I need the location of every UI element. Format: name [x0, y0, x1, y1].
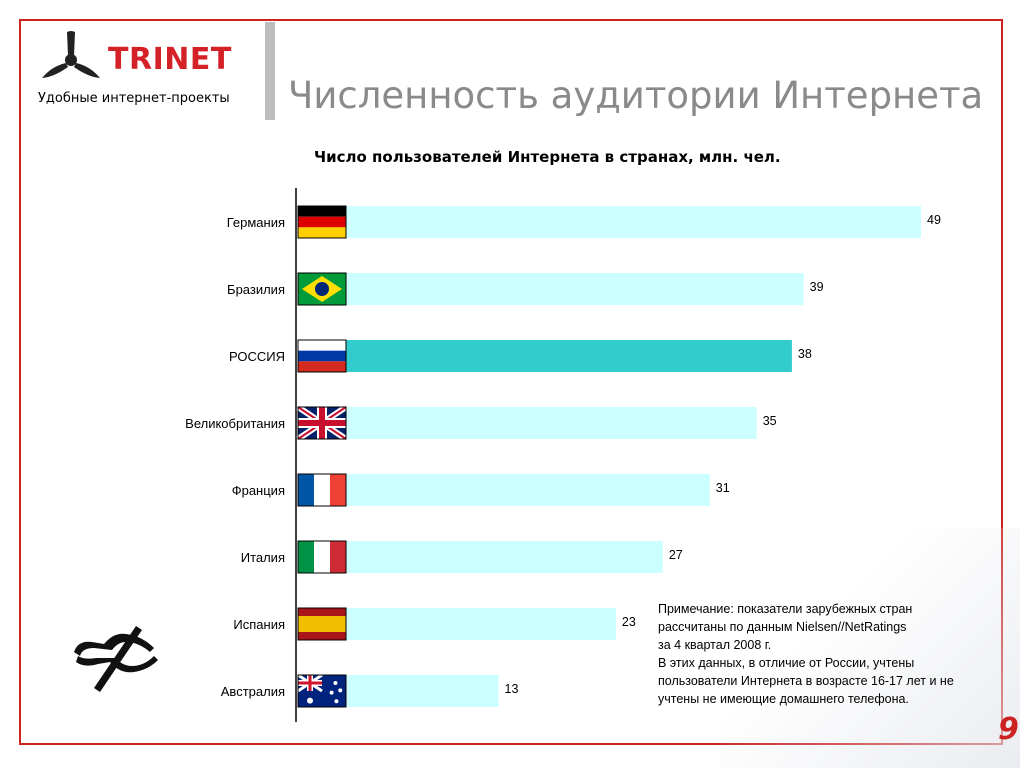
slide-frame [19, 19, 1003, 745]
page-number: 9 [998, 712, 1019, 747]
brand-name: TRINET [108, 42, 232, 77]
value-label: 39 [810, 280, 824, 294]
note-line: рассчитаны по данным Nielsen//NetRatings [658, 620, 907, 634]
category-label: Великобритания [185, 416, 285, 431]
note-line: за 4 квартал 2008 г. [658, 638, 772, 652]
fr-flag-icon [297, 473, 347, 507]
value-label: 38 [798, 347, 812, 361]
note-line: учтены не имеющие домашнего телефона. [658, 692, 909, 706]
note-line: Примечание: показатели зарубежных стран [658, 602, 913, 616]
category-label: Италия [241, 550, 285, 565]
note-line: В этих данных, в отличие от России, учте… [658, 656, 915, 670]
category-label: РОССИЯ [229, 349, 285, 364]
bar [346, 206, 921, 238]
note-line: пользователи Интернета в возрасте 16-17 … [658, 674, 954, 688]
bar [346, 340, 792, 372]
bar [346, 608, 616, 640]
br-flag-icon [297, 272, 347, 306]
chart-note: Примечание: показатели зарубежных стран … [658, 600, 988, 708]
value-label: 13 [505, 682, 519, 696]
category-label: Бразилия [227, 282, 285, 297]
value-label: 23 [622, 615, 636, 629]
ru-flag-icon [297, 339, 347, 373]
category-label: Франция [232, 483, 285, 498]
bar [346, 407, 757, 439]
page-title: Численность аудитории Интернета [288, 74, 984, 117]
bar [346, 541, 663, 573]
category-label: Испания [233, 617, 285, 632]
brand-tagline: Удобные интернет-проекты [38, 91, 230, 106]
title-divider [265, 22, 275, 120]
value-label: 27 [669, 548, 683, 562]
value-label: 49 [927, 213, 941, 227]
de-flag-icon [297, 205, 347, 239]
bar [346, 273, 804, 305]
value-label: 31 [716, 481, 730, 495]
category-label: Германия [227, 215, 285, 230]
corner-shade [720, 528, 1020, 768]
gb-flag-icon [296, 404, 348, 442]
trinet-propeller-icon [42, 31, 100, 78]
es-flag-icon [297, 607, 347, 641]
chart-title: Число пользователей Интернета в странах,… [314, 148, 781, 166]
bar [346, 474, 710, 506]
it-flag-icon [297, 540, 347, 574]
category-label: Австралия [221, 684, 285, 699]
value-label: 35 [763, 414, 777, 428]
bar [346, 675, 499, 707]
au-flag-icon [297, 673, 347, 708]
fom-logo-icon [74, 626, 158, 692]
